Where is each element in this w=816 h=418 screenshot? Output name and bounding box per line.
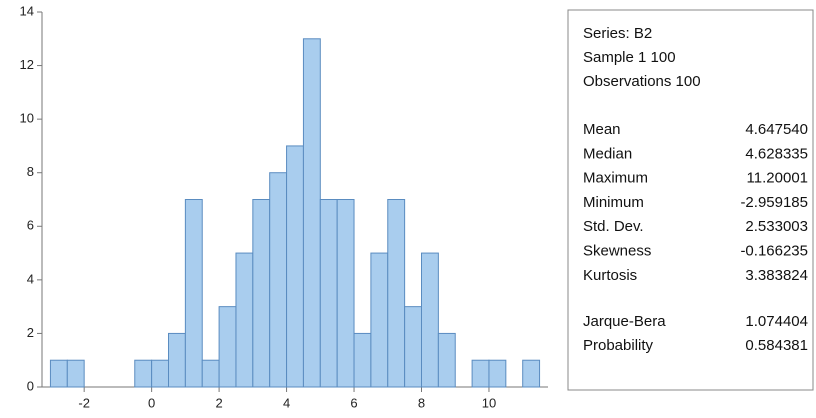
stats-header: Series: B2 [583, 25, 652, 42]
x-tick-label: 6 [350, 395, 357, 410]
bar [404, 306, 422, 388]
bar [201, 359, 220, 388]
bar [421, 252, 439, 388]
stat-label: Mean [583, 121, 621, 138]
y-tick-label: 8 [27, 164, 34, 179]
stat-label: Minimum [583, 194, 644, 211]
bar [286, 145, 304, 388]
stat-value: 11.20001 [747, 170, 808, 187]
stat-value: 4.628335 [745, 145, 808, 162]
bar [370, 252, 389, 388]
x-tick-label: 2 [215, 395, 222, 410]
bar [252, 199, 271, 388]
test-value: 1.074404 [745, 313, 808, 330]
bar [522, 359, 541, 388]
bar [336, 199, 355, 388]
stat-value: 4.647540 [745, 121, 808, 138]
stat-label: Kurtosis [583, 267, 637, 284]
bar [471, 359, 490, 388]
y-tick-label: 4 [27, 271, 34, 286]
bar [168, 332, 186, 388]
bar [353, 332, 372, 388]
x-tick-label: 4 [283, 395, 290, 410]
stat-label: Skewness [583, 242, 651, 259]
bar [269, 172, 288, 388]
bar [387, 199, 406, 388]
x-tick-label: -2 [78, 395, 90, 410]
stat-label: Std. Dev. [583, 218, 644, 235]
test-label: Jarque-Bera [583, 313, 666, 330]
stat-value: 3.383824 [745, 267, 808, 284]
bar [134, 359, 153, 388]
y-tick-label: 6 [27, 218, 34, 233]
stat-value: -2.959185 [740, 194, 808, 211]
y-tick-label: 14 [20, 3, 34, 18]
stats-header: Observations 100 [583, 73, 701, 90]
y-tick-label: 12 [20, 57, 34, 72]
x-tick-label: 0 [148, 395, 155, 410]
bar [488, 359, 507, 388]
y-tick-label: 2 [27, 325, 34, 340]
test-label: Probability [583, 337, 654, 354]
bar [49, 359, 68, 388]
stat-label: Median [583, 145, 632, 162]
bar [218, 306, 237, 388]
y-tick-label: 10 [20, 111, 34, 126]
bar [319, 199, 338, 388]
bar [437, 332, 456, 388]
bar [235, 252, 254, 388]
bar [151, 359, 169, 388]
stats-box [567, 9, 814, 391]
stat-value: -0.166235 [740, 242, 808, 259]
stat-value: 2.533003 [745, 218, 808, 235]
bar [66, 359, 85, 388]
bar [302, 38, 321, 388]
x-tick-label: 8 [418, 395, 425, 410]
stat-label: Maximum [583, 170, 648, 187]
test-value: 0.584381 [745, 337, 808, 354]
stats-header: Sample 1 100 [583, 49, 676, 66]
bar [184, 199, 203, 388]
x-tick-label: 10 [482, 395, 496, 410]
y-tick-label: 0 [27, 378, 34, 393]
